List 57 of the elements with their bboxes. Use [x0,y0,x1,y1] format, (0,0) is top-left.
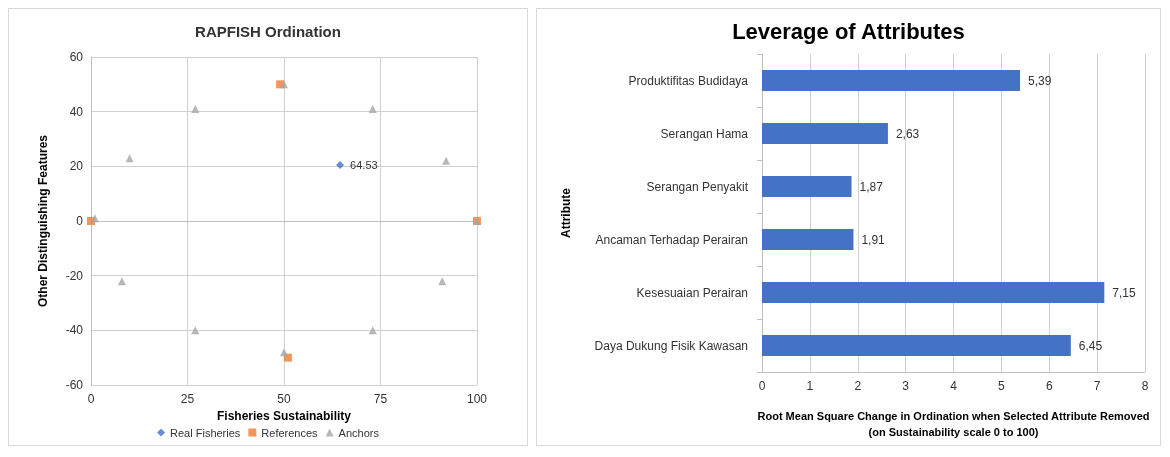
y-tick-label: Serangan Penyakit [646,179,749,194]
y-axis-title: Other Distinguishing Features [36,134,50,308]
x-tick-label: 6 [1045,379,1053,393]
point [117,277,126,286]
bar [762,69,1021,92]
x-tick-label: 50 [277,392,291,406]
annotation: 64.53 [350,158,378,171]
x-axis-title: Fisheries Sustainability [216,408,352,423]
point [336,160,345,169]
x-tick-label: 1 [806,379,814,393]
y-tick-label: 0 [76,214,84,228]
y-tick-label: Ancaman Terhadap Perairan [595,232,748,247]
point [191,104,200,113]
y-tick-label: 60 [69,50,84,64]
data-label: 7,15 [1112,285,1136,300]
x-tick-label: 4 [950,379,958,393]
y-tick-label: Daya Dukung Fisik Kawasan [594,338,748,353]
legend-label: References [261,426,319,439]
point [125,154,134,163]
y-tick-label: Serangan Hama [660,126,749,141]
bar [762,228,854,251]
chart-title: Leverage of Attributes [732,18,965,44]
y-tick-label: 40 [69,104,84,119]
y-axis-title: Attribute [559,187,573,238]
y-tick-label: Produktifitas Budidaya [628,73,749,88]
x-tick-label: 0 [758,379,766,393]
x-tick-label: 75 [373,392,388,406]
y-tick-label: -40 [65,323,84,338]
y-tick-label: -20 [65,268,84,283]
data-label: 1,91 [861,232,886,247]
point [280,348,288,357]
bar [762,175,852,198]
x-axis-title: Root Mean Square Change in Ordination when Selected Attribute Removed (on Sustainability scale 0 to 100) [757,410,1150,438]
x-tick-label: 8 [1141,379,1149,393]
point [442,156,451,165]
x-tick-label: 2 [854,379,862,393]
data-label: 1,87 [859,179,884,194]
x-tick-label: 100 [466,392,488,406]
chart-title: RAPFISH Ordination [195,23,341,40]
data-label: 6,45 [1078,338,1103,353]
bar [762,122,888,145]
x-tick-label: 5 [998,379,1006,393]
data-label: 5,39 [1028,73,1052,88]
x-tick-label: 3 [902,379,910,393]
x-tick-label: 25 [180,392,195,406]
x-tick-label: 7 [1093,379,1101,393]
x-tick-label: 0 [87,392,95,406]
data-label: 2,63 [895,126,920,141]
point [368,104,377,113]
bar [762,334,1071,357]
point [280,80,288,89]
legend-label: Anchors [338,426,380,439]
y-tick-label: 20 [69,159,84,174]
bar [762,281,1105,304]
y-tick-label: -60 [65,378,84,392]
legend-label: Real Fisheries [170,426,241,439]
y-tick-label: Kesesuaian Perairan [636,285,748,300]
